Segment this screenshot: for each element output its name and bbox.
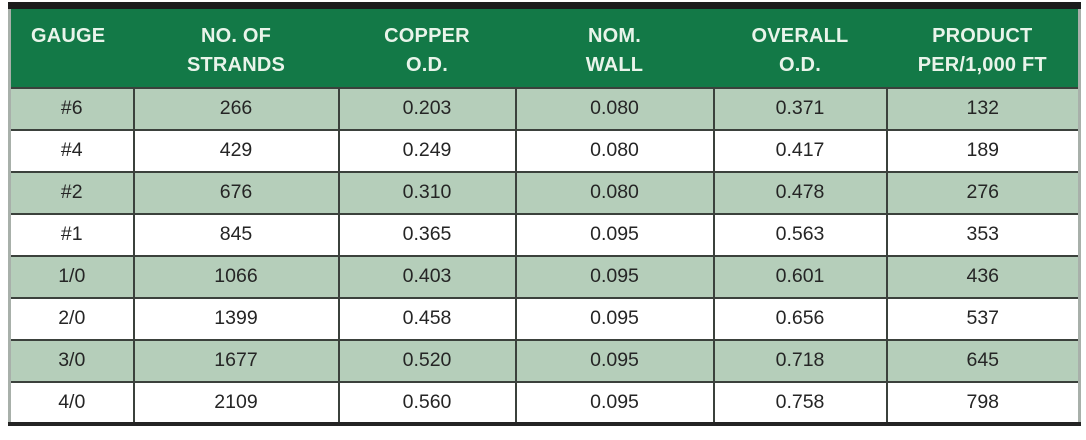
overall-od-cell: 0.563 [712, 212, 888, 257]
gauge-cell: 4/0 [8, 380, 135, 425]
overall-od-cell: 0.656 [712, 296, 888, 341]
column-header-nom-wall: NOM. WALL [515, 5, 714, 89]
column-header-overall-od: OVERALL O.D. [713, 5, 887, 89]
nom-wall-cell: 0.095 [514, 338, 715, 383]
gauge-cell: #1 [8, 212, 135, 257]
column-header-nom-wall-line: NOM. [587, 25, 642, 47]
nom-wall-cell: 0.095 [514, 380, 715, 425]
table-row: 3/0 1677 0.520 0.095 0.718 645 [8, 338, 1081, 383]
table-row: #4 429 0.249 0.080 0.417 189 [8, 128, 1081, 173]
gauge-cell: #2 [8, 170, 135, 215]
copper-od-cell: 0.310 [337, 170, 517, 215]
gauge-cell: #6 [8, 86, 135, 131]
overall-od-cell: 0.417 [712, 128, 888, 173]
strands-cell: 429 [132, 128, 340, 173]
column-header-strands: NO. OF STRANDS [133, 5, 339, 89]
copper-od-cell: 0.520 [337, 338, 517, 383]
table-body: #6 266 0.203 0.080 0.371 132 #4 429 0.249 0.080 0.… [8, 86, 1081, 425]
copper-od-cell: 0.458 [337, 296, 517, 341]
overall-od-cell: 0.478 [712, 170, 888, 215]
product-cell: 798 [885, 380, 1081, 425]
strands-cell: 676 [132, 170, 340, 215]
column-header-strands-line: NO. OF [200, 25, 272, 47]
overall-od-cell: 0.371 [712, 86, 888, 131]
product-cell: 132 [885, 86, 1081, 131]
gauge-cell: 3/0 [8, 338, 135, 383]
table-row: #2 676 0.310 0.080 0.478 276 [8, 170, 1081, 215]
overall-od-cell: 0.601 [712, 254, 888, 299]
copper-od-cell: 0.249 [337, 128, 517, 173]
column-header-product-line: PER/1,000 FT [917, 54, 1047, 76]
copper-od-cell: 0.403 [337, 254, 517, 299]
column-header-gauge-line: GAUGE [31, 25, 106, 47]
column-header-copper-od-line: COPPER [384, 25, 470, 47]
gauge-cell: 1/0 [8, 254, 135, 299]
gauge-cell: 2/0 [8, 296, 135, 341]
column-header-nom-wall-line: WALL [585, 54, 644, 76]
table-row: 2/0 1399 0.458 0.095 0.656 537 [8, 296, 1081, 341]
overall-od-cell: 0.718 [712, 338, 888, 383]
nom-wall-cell: 0.080 [514, 128, 715, 173]
copper-od-cell: 0.203 [337, 86, 517, 131]
strands-cell: 1677 [132, 338, 340, 383]
column-header-product: PRODUCT PER/1,000 FT [886, 5, 1080, 89]
strands-cell: 845 [132, 212, 340, 257]
product-cell: 189 [885, 128, 1081, 173]
header-row: GAUGE NO. OF STRANDS COPPER O.D. NOM. WALL OVER… [9, 5, 1080, 89]
copper-od-cell: 0.560 [337, 380, 517, 425]
column-header-gauge: GAUGE [9, 5, 134, 89]
overall-od-cell: 0.758 [712, 380, 888, 425]
strands-cell: 2109 [132, 380, 340, 425]
column-header-product-line: PRODUCT [932, 25, 1033, 47]
product-cell: 353 [885, 212, 1081, 257]
column-header-copper-od-line: O.D. [406, 54, 448, 76]
strands-cell: 266 [132, 86, 340, 131]
gauge-cell: #4 [8, 128, 135, 173]
product-cell: 645 [885, 338, 1081, 383]
product-cell: 436 [885, 254, 1081, 299]
nom-wall-cell: 0.095 [514, 212, 715, 257]
spec-table-container: GAUGE NO. OF STRANDS COPPER O.D. NOM. WALL OVER… [8, 2, 1081, 426]
product-cell: 537 [885, 296, 1081, 341]
strands-cell: 1066 [132, 254, 340, 299]
table-row: 4/0 2109 0.560 0.095 0.758 798 [8, 380, 1081, 425]
strands-cell: 1399 [132, 296, 340, 341]
column-header-overall-od-line: OVERALL [751, 25, 849, 47]
nom-wall-cell: 0.095 [514, 254, 715, 299]
column-header-strands-line: STRANDS [186, 54, 286, 76]
table-header: GAUGE NO. OF STRANDS COPPER O.D. NOM. WALL OVER… [9, 5, 1080, 89]
nom-wall-cell: 0.080 [514, 170, 715, 215]
spec-table: GAUGE NO. OF STRANDS COPPER O.D. NOM. WALL OVER… [8, 2, 1081, 426]
table-row: #1 845 0.365 0.095 0.563 353 [8, 212, 1081, 257]
column-header-copper-od: COPPER O.D. [338, 5, 516, 89]
nom-wall-cell: 0.080 [514, 86, 715, 131]
table-row: #6 266 0.203 0.080 0.371 132 [8, 86, 1081, 131]
table-row: 1/0 1066 0.403 0.095 0.601 436 [8, 254, 1081, 299]
column-header-overall-od-line: O.D. [779, 54, 821, 76]
copper-od-cell: 0.365 [337, 212, 517, 257]
nom-wall-cell: 0.095 [514, 296, 715, 341]
product-cell: 276 [885, 170, 1081, 215]
